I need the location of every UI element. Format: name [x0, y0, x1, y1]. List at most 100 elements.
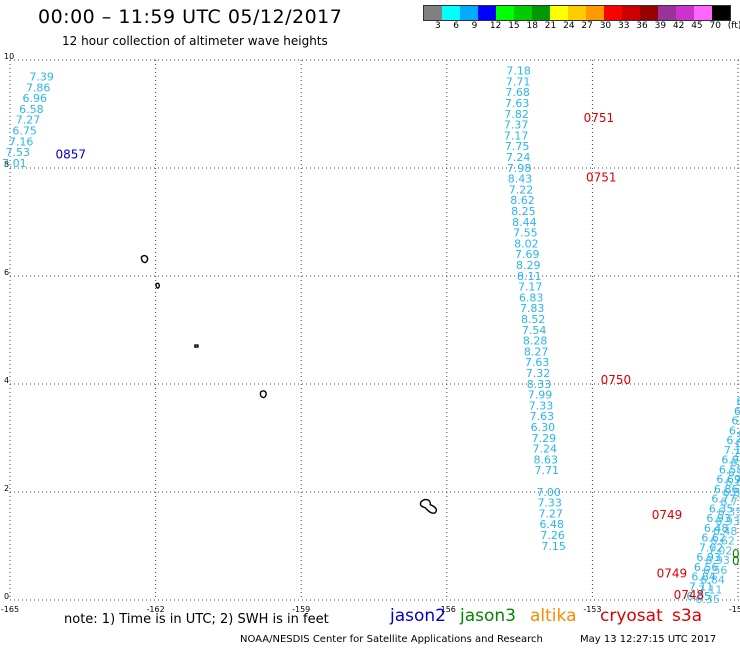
pass-time-label: 0748	[674, 588, 705, 602]
island-maui-icon	[259, 390, 267, 399]
wave-height-value: 8.27	[524, 345, 549, 358]
colorbar-swatch	[532, 6, 550, 20]
colorbar-swatch	[442, 6, 460, 20]
wave-height-value: 6.93	[736, 395, 740, 408]
wave-height-value: 6.58	[734, 405, 740, 418]
wave-height-value: 7.02	[699, 541, 724, 554]
wave-height-value: 6.56	[694, 561, 719, 574]
wave-height-value: 7.22	[509, 183, 534, 196]
wave-height-value: 7.00	[536, 486, 561, 499]
colorbar-label: 42	[672, 21, 685, 31]
pass-time-label: 0749	[652, 508, 683, 522]
y-tick-label: 0	[4, 592, 9, 601]
wave-height-value: 7.18	[506, 65, 531, 78]
legend-cryosat: cryosat	[600, 606, 663, 626]
wave-height-value: 7.63	[530, 410, 555, 423]
wave-height-value: 8.28	[523, 335, 548, 348]
wave-height-value: 6.48	[539, 518, 564, 531]
x-tick-label: -159	[292, 605, 310, 614]
pass-time-label: 0857	[56, 147, 87, 161]
wave-height-value: 6.93	[696, 551, 721, 564]
wave-height-value: 7.33	[529, 399, 554, 412]
wave-height-value: 7.71	[535, 464, 560, 477]
colorbar-label: 3	[435, 21, 441, 31]
colorbar-swatch	[568, 6, 586, 20]
colorbar-swatch	[640, 6, 658, 20]
wave-height-value: 6.83	[731, 415, 740, 428]
y-tick-label: 8	[4, 160, 9, 169]
wave-height-value: 7.27	[538, 507, 563, 520]
wave-height-value: 7.53	[6, 146, 31, 159]
x-tick-label: -165	[1, 605, 19, 614]
wave-height-value: 7.11	[689, 580, 714, 593]
wave-height-value-overlap: 6.94	[730, 457, 740, 470]
legend-jason3: jason3	[460, 606, 516, 626]
wave-height-value: 6.58	[19, 103, 44, 116]
wave-height-value-overlap: 7.02	[708, 544, 733, 557]
wave-height-value: 6.58	[719, 463, 740, 476]
colorbar-swatch	[550, 6, 568, 20]
pass-time-label: 0755	[732, 554, 740, 568]
y-tick-label: 2	[4, 484, 9, 493]
wave-height-value-overlap: 6.35	[718, 505, 740, 518]
wave-height-value: 7.12	[724, 444, 740, 457]
colorbar-swatch	[694, 6, 712, 20]
x-tick-label: -153	[583, 605, 601, 614]
wave-height-value: 7.26	[540, 529, 565, 542]
colorbar-label: 6	[453, 21, 460, 31]
colorbar-label: 12	[489, 21, 502, 31]
wave-height-value: 8.43	[508, 173, 533, 186]
wave-height-value: 8.52	[521, 313, 546, 326]
wave-height-value: 6.84	[691, 571, 716, 584]
units-note: note: 1) Time is in UTC; 2) SWH is in fe…	[64, 612, 329, 627]
wave-height-value: 7.01	[739, 385, 740, 398]
wave-height-value: 7.63	[505, 97, 530, 110]
wave-height-value: 7.15	[541, 540, 566, 553]
credit-line: NOAA/NESDIS Center for Satellite Applica…	[240, 634, 543, 645]
wave-height-value-overlap: 6.93	[705, 554, 730, 567]
wave-height-value-overlap: 6.86	[723, 486, 740, 499]
wave-height-value-overlap: 6.62	[710, 535, 735, 548]
wave-height-value: 7.39	[29, 71, 54, 84]
wave-height-value: 7.33	[537, 497, 562, 510]
wave-height-value-overlap: 6.77	[720, 496, 740, 509]
island-big-island-icon	[419, 498, 438, 514]
wave-height-value-overlap: 6.56	[703, 564, 728, 577]
colorbar-swatch	[586, 6, 604, 20]
wave-height-value: 7.68	[505, 86, 530, 99]
pass-time-label: 0749	[657, 566, 688, 580]
wave-height-value-overlap: 7.12	[733, 447, 740, 460]
wave-height-value: 7.29	[532, 432, 557, 445]
wave-height-value: 6.83	[519, 291, 544, 304]
wave-height-value: 6.69	[716, 473, 740, 486]
wave-height-value: 7.37	[504, 119, 529, 132]
colorbar-label: 33	[618, 21, 630, 31]
colorbar-label: 24	[563, 21, 575, 31]
colorbar-swatch	[478, 6, 496, 20]
wave-height-value: 8.33	[527, 378, 552, 391]
colorbar-label: 39	[654, 21, 667, 31]
wave-height-value: 6.96	[23, 92, 48, 105]
wave-height-value: 8.63	[534, 453, 559, 466]
colorbar-label: 9	[471, 21, 478, 31]
wave-height-value-overlap: 6.58	[728, 466, 740, 479]
colorbar-swatch	[514, 6, 532, 20]
wave-height-value: 7.55	[513, 227, 538, 240]
wave-height-value: 7.99	[528, 389, 553, 402]
wave-height-value: 8.25	[511, 205, 536, 218]
colorbar-label: 15	[508, 21, 520, 31]
island-molokai-icon	[194, 344, 199, 348]
wave-height-value: 6.94	[721, 454, 740, 467]
colorbar-swatch	[460, 6, 478, 20]
island-oahu-icon	[155, 282, 160, 289]
wave-height-value: 7.01	[2, 157, 27, 170]
colorbar-swatch	[424, 6, 442, 20]
wave-height-value: 6.62	[701, 532, 726, 545]
wave-height-value: 8.62	[510, 194, 535, 207]
wave-height-value: 7.75	[505, 140, 530, 153]
wave-height-value: 7.32	[526, 367, 551, 380]
pass-time-label: 0751	[586, 171, 617, 185]
wave-height-value: 7.98	[507, 162, 532, 175]
colorbar-swatch	[658, 6, 676, 20]
